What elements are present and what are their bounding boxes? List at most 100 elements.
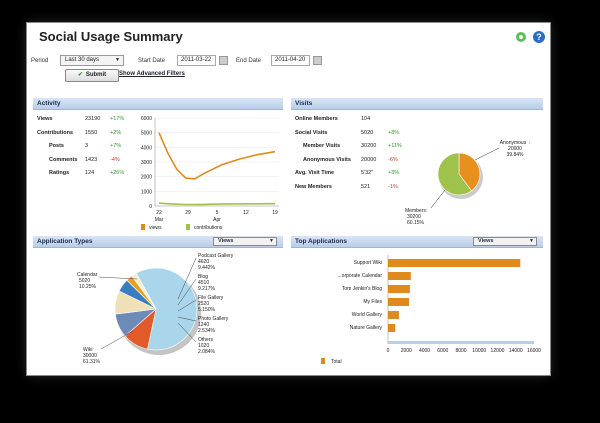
- period-select[interactable]: Last 30 days ▼: [60, 55, 124, 66]
- x-tick-label: 0: [387, 348, 390, 354]
- pie-pct: 5.150%: [198, 307, 216, 313]
- stat-change: +26%: [110, 170, 125, 176]
- stat-label: Comments: [49, 156, 78, 163]
- pie-label: File Gallery: [198, 295, 224, 301]
- stat-label: Online Members: [295, 116, 338, 122]
- pie-value: 20000: [508, 146, 522, 152]
- bar: [388, 285, 410, 293]
- pie-pct: 60.15%: [407, 220, 425, 226]
- help-icon[interactable]: ?: [533, 31, 545, 43]
- pie-leader: [98, 276, 138, 280]
- stat-change: +11%: [388, 143, 402, 149]
- stat-label: Anonymous Visits: [303, 156, 351, 163]
- pie-pct: 2.534%: [198, 328, 216, 334]
- application-types-select-value: Views: [218, 238, 234, 244]
- submit-label: Submit: [85, 72, 107, 78]
- top-applications-select[interactable]: Views ▼: [473, 237, 537, 246]
- pie-value: 5020: [79, 278, 90, 284]
- stat-change: -4%: [110, 156, 120, 163]
- legend-label: Total: [331, 359, 342, 365]
- top-applications-select-value: Views: [478, 238, 494, 244]
- application-types-title: Application Types Views ▼: [33, 236, 283, 248]
- stat-change: +17%: [110, 116, 125, 122]
- x-tick-label: 5: [216, 210, 219, 216]
- stat-value: 23190: [85, 116, 101, 122]
- x-tick-label: 22: [156, 210, 162, 216]
- pie-pct: 9.217%: [198, 286, 216, 292]
- application-types-select[interactable]: Views ▼: [213, 237, 277, 246]
- stat-label: Ratings: [49, 170, 70, 176]
- stat-value: 1423: [85, 156, 98, 163]
- bar-category-label: My Files: [363, 299, 382, 305]
- stat-value: 5'32": [361, 170, 374, 176]
- pie-leader: [474, 147, 500, 161]
- activity-panel: Activity Views 23190 +17% Contributions 1550…: [33, 98, 283, 231]
- legend-swatch: [186, 224, 190, 230]
- bar-category-label: World Gallery: [352, 312, 383, 318]
- pie-label: Blog: [198, 274, 208, 280]
- y-tick-label: 5000: [141, 131, 152, 137]
- top-applications-panel: Top Applications Views ▼ Support Wiki ...o…: [291, 236, 543, 371]
- x-tick-label: 10000: [472, 348, 486, 354]
- end-date-field[interactable]: 2011-04-20: [271, 55, 310, 66]
- x-tick-label: 19: [272, 210, 278, 216]
- x-tick-label: 12: [243, 210, 249, 216]
- pie-value: 4510: [198, 280, 209, 286]
- axis-band: [388, 341, 534, 344]
- legend-label: contributions: [194, 225, 223, 231]
- calendar-icon[interactable]: [313, 56, 322, 65]
- bar: [388, 311, 399, 319]
- legend-swatch: [321, 358, 325, 364]
- period-value: Last 30 days: [65, 57, 100, 63]
- stat-label: Social Visits: [295, 129, 328, 136]
- pie-value: 4620: [198, 259, 209, 265]
- bar-category-label: Tom Jenkin's Blog: [342, 286, 382, 292]
- chevron-down-icon: ▼: [115, 57, 120, 63]
- stat-label: Member Visits: [303, 143, 341, 149]
- pie-label: Members: [405, 208, 426, 214]
- x-tick-label: 12000: [491, 348, 505, 354]
- pie-leader: [177, 316, 197, 322]
- x-tick-label: 6000: [437, 348, 448, 354]
- stat-value: 20000: [361, 156, 377, 163]
- pie-slice-members: [437, 152, 472, 196]
- bar: [388, 298, 409, 306]
- stat-change: +3%: [388, 170, 400, 176]
- pie-leader: [177, 257, 197, 300]
- stat-change: -6%: [388, 156, 398, 163]
- pie-pct: 39.84%: [507, 152, 525, 158]
- stat-value: 104: [361, 116, 371, 122]
- pie-leader: [177, 299, 197, 312]
- pie-label: Photo Gallery: [198, 316, 229, 322]
- page-title: Social Usage Summary: [39, 29, 183, 44]
- stat-value: 521: [361, 183, 371, 190]
- bar: [388, 259, 521, 267]
- start-date-field[interactable]: 2011-03-22: [177, 55, 216, 66]
- x-tick-label: 14000: [509, 348, 523, 354]
- y-tick-label: 3000: [141, 160, 152, 166]
- pie-label: Wiki: [83, 347, 92, 353]
- pie-label: Calendar: [77, 272, 98, 278]
- dashboard-window: Social Usage Summary ? Period Last 30 da…: [26, 22, 551, 376]
- check-icon: ✔: [77, 72, 83, 78]
- advanced-filters-link[interactable]: Show Advanced Filters: [119, 71, 185, 77]
- header: Social Usage Summary ? Period Last 30 da…: [27, 23, 550, 91]
- settings-icon[interactable]: [515, 31, 527, 43]
- pie-value: 30000: [83, 353, 97, 359]
- stat-label: Views: [37, 116, 53, 122]
- y-tick-label: 4000: [141, 145, 152, 151]
- calendar-icon[interactable]: [219, 56, 228, 65]
- y-tick-label: 0: [149, 204, 152, 210]
- pie-leader: [100, 330, 134, 350]
- series-line-views: [158, 132, 276, 180]
- pie-label-colon: :: [529, 140, 530, 146]
- stat-label: Avg. Visit Time: [295, 170, 335, 176]
- pie-pct: 2.084%: [198, 349, 216, 355]
- bar: [388, 272, 411, 280]
- pie-label: Others: [198, 337, 214, 343]
- submit-button[interactable]: ✔ Submit: [65, 69, 119, 82]
- y-tick-label: 1000: [141, 189, 152, 195]
